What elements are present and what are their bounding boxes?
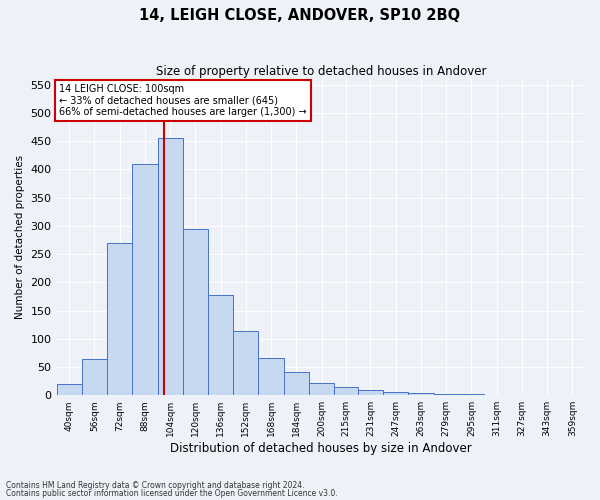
Title: Size of property relative to detached houses in Andover: Size of property relative to detached ho… [155,65,486,78]
Bar [132,164,158,395]
Bar [183,228,208,395]
Bar [560,394,585,395]
Bar [309,383,334,395]
Bar [233,332,259,395]
Bar [334,388,358,395]
Text: 14 LEIGH CLOSE: 100sqm
← 33% of detached houses are smaller (645)
66% of semi-de: 14 LEIGH CLOSE: 100sqm ← 33% of detached… [59,84,307,117]
Bar [284,372,309,395]
Bar [56,384,82,395]
Bar [484,394,509,395]
Text: Contains HM Land Registry data © Crown copyright and database right 2024.: Contains HM Land Registry data © Crown c… [6,480,305,490]
Bar [459,394,484,395]
Bar [383,392,409,395]
Bar [535,394,560,395]
Bar [82,358,107,395]
Text: 14, LEIGH CLOSE, ANDOVER, SP10 2BQ: 14, LEIGH CLOSE, ANDOVER, SP10 2BQ [139,8,461,22]
Bar [208,295,233,395]
Y-axis label: Number of detached properties: Number of detached properties [15,155,25,320]
Bar [259,358,284,395]
Bar [358,390,383,395]
Text: Contains public sector information licensed under the Open Government Licence v3: Contains public sector information licen… [6,489,338,498]
Bar [158,138,183,395]
X-axis label: Distribution of detached houses by size in Andover: Distribution of detached houses by size … [170,442,472,455]
Bar [409,393,434,395]
Bar [434,394,459,395]
Bar [107,243,132,395]
Bar [509,394,535,395]
